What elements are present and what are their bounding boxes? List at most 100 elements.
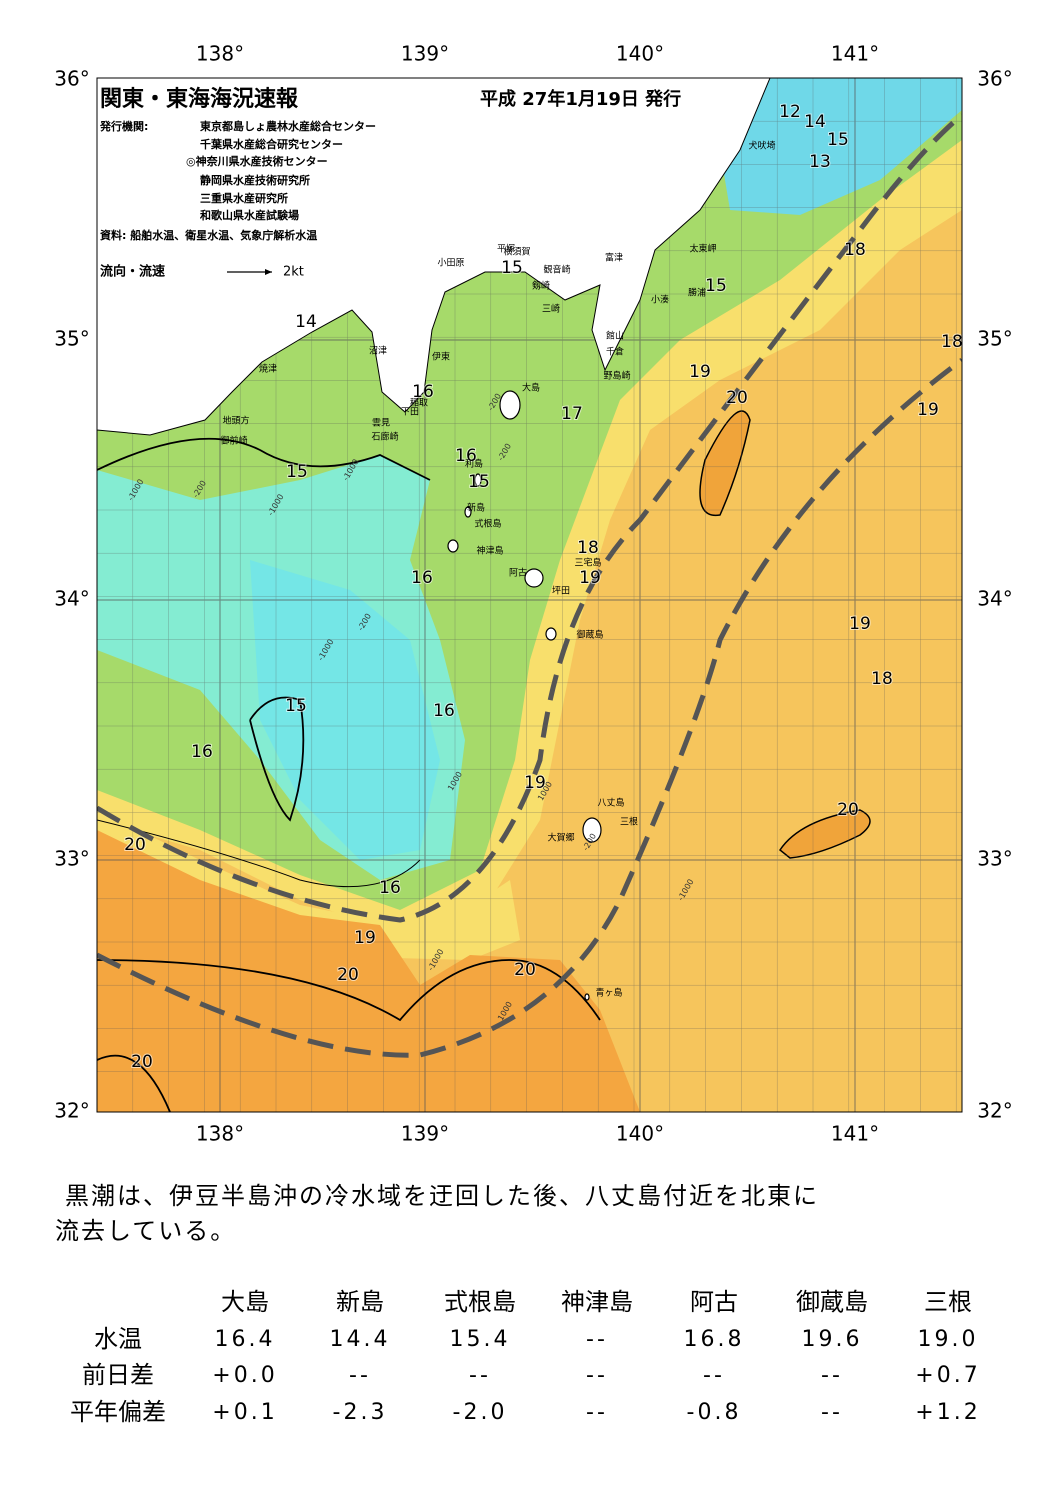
contour-label: 18 [871, 669, 893, 689]
contour-label: 18 [941, 332, 963, 352]
island [584, 993, 590, 1001]
lon-label: 141° [831, 42, 879, 66]
contour-label: 15 [285, 696, 307, 716]
legend-arrowhead [265, 269, 272, 275]
land [97, 78, 771, 436]
publisher: ◎神奈川県水産技術センター [186, 154, 328, 168]
table-cell: 16.4 [215, 1327, 276, 1352]
island [447, 539, 459, 553]
place-name: 大島 [522, 382, 540, 394]
contour [249, 696, 305, 822]
table-cell: -- [586, 1363, 608, 1388]
island [464, 506, 472, 518]
place-name: 観音崎 [543, 264, 570, 276]
contour-label: 15 [827, 130, 849, 150]
contours [97, 437, 601, 1112]
table-cell: 14.4 [330, 1327, 391, 1352]
place-name: 新島 [467, 502, 485, 514]
contour-label: 17 [561, 404, 583, 424]
place-name: 御前崎 [220, 435, 247, 447]
contour-label: 16 [191, 742, 213, 762]
contour-label: 20 [837, 800, 859, 820]
row-label: 前日差 [82, 1361, 154, 1389]
warm-eddy [699, 410, 751, 517]
table-header: 神津島 [561, 1288, 633, 1316]
table-header: 阿古 [690, 1288, 738, 1316]
table-header: 大島 [221, 1288, 269, 1316]
place-name: 沼津 [369, 346, 387, 357]
island [474, 473, 482, 487]
publisher: 和歌山県水産試験場 [200, 208, 299, 222]
table-header: 新島 [336, 1288, 384, 1316]
lat-label: 32° [54, 1099, 89, 1123]
cold-water-north [720, 78, 962, 215]
table-cell: -- [349, 1363, 371, 1388]
table-cell: -- [469, 1363, 491, 1388]
island [582, 817, 602, 843]
place-name: 館山 [606, 330, 624, 342]
place-name: 太東岬 [689, 243, 716, 255]
place-name: 横須賀 [503, 246, 530, 258]
table-cell: +1.2 [915, 1400, 980, 1425]
place-name: 八丈島 [597, 797, 624, 809]
lat-label: 33° [977, 847, 1012, 871]
contour-label: 20 [514, 960, 536, 980]
description: 黒潮は、伊豆半島沖の冷水域を迂回した後、八丈島付近を北東に [65, 1182, 819, 1210]
lat-label: 36° [54, 67, 89, 91]
contour-label: 18 [844, 240, 866, 260]
place-name: 石廊崎 [371, 431, 398, 443]
contour-label: 20 [131, 1052, 153, 1072]
lat-label: 34° [977, 587, 1012, 611]
table-cell: 19.6 [802, 1327, 863, 1352]
lat-label: 36° [977, 67, 1012, 91]
lon-label: 141° [831, 1122, 879, 1146]
table-cell: +0.0 [212, 1363, 277, 1388]
place-name: 野島崎 [603, 370, 630, 382]
contour-label: 16 [411, 568, 433, 588]
place-name: 式根島 [474, 518, 501, 530]
island [524, 568, 544, 588]
place-name: 下田 [401, 407, 419, 418]
table-header: 三根 [924, 1288, 972, 1316]
lon-label: 140° [616, 42, 664, 66]
source: 資料: 船舶水温、衛星水温、気象庁解析水温 [100, 228, 317, 242]
place-name: 稲取 [410, 397, 428, 409]
place-name: 小湊 [651, 294, 669, 306]
place-name: 御蔵島 [576, 629, 603, 641]
table-cell: -- [586, 1327, 608, 1352]
place-name: 勝浦 [688, 287, 706, 299]
table-cell: -2.3 [333, 1400, 388, 1425]
contour-label: 20 [124, 835, 146, 855]
publisher-label: 発行機関: [99, 119, 148, 133]
row-label: 平年偏差 [70, 1398, 166, 1426]
lat-label: 32° [977, 1099, 1012, 1123]
contour-label: 19 [524, 773, 546, 793]
place-name: 剱崎 [532, 280, 550, 292]
island [545, 627, 557, 641]
contour-label: 16 [412, 382, 434, 402]
place-name: 平塚 [497, 244, 515, 255]
place-name: 大賀郷 [547, 832, 574, 844]
contour-label: 19 [579, 568, 601, 588]
contour-label: 18 [577, 538, 599, 558]
cold-core [250, 560, 440, 860]
place-name: 焼津 [259, 364, 277, 375]
lat-label: 35° [977, 327, 1012, 351]
place-name: 青ヶ島 [595, 987, 622, 999]
place-name: 千倉 [606, 346, 624, 358]
grid [97, 78, 962, 1112]
islands [447, 390, 602, 1001]
place-name: 富津 [605, 252, 623, 264]
place-name: 神津島 [476, 545, 503, 557]
lon-label: 140° [616, 1122, 664, 1146]
contour-label: 15 [501, 258, 523, 278]
kuroshio-axis [97, 113, 962, 1058]
place-name: 雲見 [372, 418, 390, 429]
table-cell: -- [821, 1363, 843, 1388]
date: 平成 27年1月19日 発行 [480, 88, 681, 110]
contour-label: 15 [286, 462, 308, 482]
table-cell: 19.0 [918, 1327, 979, 1352]
contour [97, 819, 421, 888]
